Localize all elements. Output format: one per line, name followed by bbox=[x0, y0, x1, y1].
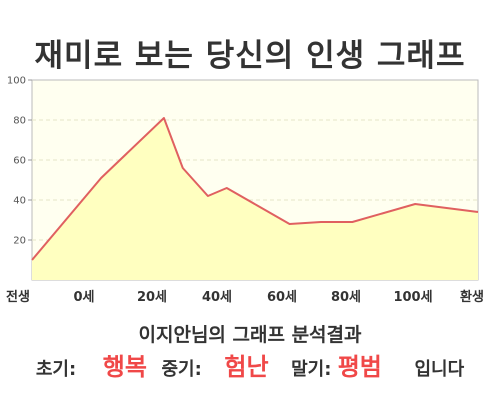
late-label: 말기: bbox=[291, 359, 332, 380]
x-tick-label: 0세 bbox=[73, 290, 94, 305]
middle-label: 중기: bbox=[161, 359, 202, 380]
result-title: 이지안님의 그래프 분석결과 bbox=[138, 324, 362, 346]
chart-title: 재미로 보는 당신의 인생 그래프 bbox=[34, 38, 466, 74]
x-tick-label: 100세 bbox=[393, 290, 432, 305]
x-axis-ticks: 전생 0세 20세 40세 60세 80세 100세 환생 bbox=[6, 289, 484, 305]
y-tick-label: 60 bbox=[13, 156, 26, 167]
x-tick-label: 전생 bbox=[6, 289, 30, 305]
y-tick-label: 80 bbox=[13, 116, 26, 127]
life-area bbox=[32, 118, 478, 280]
middle-value: 험난 bbox=[224, 353, 269, 381]
x-tick-label: 환생 bbox=[460, 289, 484, 305]
x-tick-label: 60세 bbox=[267, 290, 297, 305]
y-axis-ticks: 20 40 60 80 100 bbox=[7, 76, 32, 247]
y-tick-label: 100 bbox=[7, 76, 26, 87]
early-value: 행복 bbox=[102, 353, 147, 381]
x-tick-label: 40세 bbox=[202, 290, 232, 305]
x-tick-label: 80세 bbox=[331, 290, 361, 305]
y-tick-label: 40 bbox=[13, 196, 26, 207]
result-suffix: 입니다 bbox=[414, 359, 465, 380]
result-summary: 초기: 행복 중기: 험난 말기: 평범 입니다 bbox=[0, 347, 500, 382]
y-tick-label: 20 bbox=[13, 236, 26, 247]
life-line bbox=[31, 117, 479, 261]
late-value: 평범 bbox=[337, 353, 382, 381]
x-tick-label: 20세 bbox=[137, 290, 167, 305]
early-label: 초기: bbox=[35, 359, 77, 380]
